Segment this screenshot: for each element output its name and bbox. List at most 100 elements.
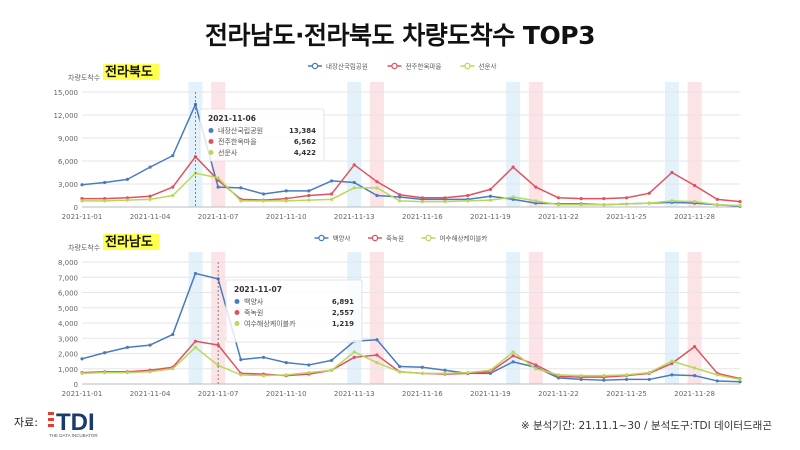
data-point — [375, 180, 379, 184]
data-point — [738, 380, 742, 384]
data-point — [511, 360, 515, 364]
data-point — [307, 193, 311, 198]
x-tick-label: 2021-11-13 — [334, 390, 375, 398]
data-point — [670, 170, 674, 175]
data-point — [80, 199, 84, 203]
data-point — [534, 367, 538, 371]
y-tick-label: 0 — [74, 204, 78, 212]
y-tick-label: 3,000 — [58, 335, 78, 343]
data-point — [148, 370, 152, 374]
data-point — [239, 373, 243, 377]
data-point — [193, 271, 198, 276]
data-point — [103, 196, 107, 201]
tooltip-box — [225, 279, 363, 343]
analysis-note: ※ 분석기간: 21.11.1~30 / 분석도구:TDI 데이터드래곤 — [520, 420, 772, 432]
legend-label: 전주한옥마을 — [406, 62, 442, 71]
x-tick-label: 2021-11-28 — [674, 390, 715, 398]
y-tick-label: 4,000 — [58, 320, 78, 328]
data-point — [738, 377, 742, 382]
data-point — [125, 370, 129, 375]
data-point — [193, 345, 198, 349]
data-point — [216, 363, 220, 368]
data-point — [171, 332, 175, 337]
x-tick-label: 2021-11-04 — [130, 390, 171, 398]
data-point — [329, 197, 334, 201]
data-point — [466, 370, 470, 375]
data-point — [488, 368, 493, 372]
data-point — [556, 196, 561, 200]
jeonbuk-chart: 0 3,000 6,000 9,000 12,000 15,000 2021-11-01 20… — [54, 62, 742, 221]
data-point — [261, 355, 266, 359]
data-point — [125, 177, 129, 181]
region-label: 전라북도 — [105, 64, 153, 80]
y-tick-label: 9,000 — [58, 135, 78, 143]
data-point — [511, 197, 515, 201]
data-point — [398, 195, 402, 199]
data-point — [488, 187, 493, 191]
data-point — [511, 350, 515, 354]
y-tick-label: 15,000 — [54, 89, 79, 97]
tooltip-series-name: 죽녹원 — [244, 308, 263, 317]
legend-label: 여수해상케이블카 — [440, 234, 488, 243]
data-point — [216, 343, 220, 347]
data-point — [466, 199, 470, 203]
data-point — [398, 193, 402, 197]
jeonnam-chart: 0 1,000 2,000 3,000 4,000 5,000 6,000 7,000 8,00… — [58, 234, 742, 398]
data-point — [148, 165, 152, 169]
weekend-band-saturday — [664, 252, 679, 384]
x-tick-label: 2021-11-10 — [266, 213, 307, 221]
data-point — [352, 180, 356, 185]
data-point — [307, 189, 311, 193]
y-tick-label: 6,000 — [58, 158, 78, 166]
data-point — [579, 374, 583, 378]
data-point — [352, 186, 356, 190]
data-point — [103, 351, 107, 355]
data-point — [307, 198, 311, 202]
x-tick-label: 2021-11-01 — [62, 390, 103, 398]
series-line — [82, 155, 741, 203]
data-point — [193, 339, 198, 343]
tooltip-date: 2021-11-06 — [208, 114, 256, 123]
x-tick-label: 2021-11-10 — [266, 390, 307, 398]
data-point — [375, 338, 379, 342]
data-point — [511, 165, 515, 169]
data-point — [216, 185, 220, 189]
data-point — [148, 197, 152, 201]
data-point — [624, 196, 629, 200]
data-point — [670, 359, 674, 363]
y-tick-label: 1,000 — [58, 366, 78, 374]
x-tick-label: 2021-11-19 — [470, 213, 511, 221]
x-tick-label: 2021-11-16 — [402, 213, 443, 221]
weekend-band-saturday — [188, 252, 203, 384]
data-point — [125, 345, 129, 349]
y-tick-label: 0 — [74, 381, 78, 389]
data-point — [284, 361, 288, 365]
data-point — [307, 363, 311, 367]
tooltip-series-name: 백양사 — [244, 297, 264, 306]
tdi-logo: TDI THE DATA INCUBATOR — [48, 409, 98, 438]
tooltip-value: 1,219 — [332, 320, 354, 328]
data-point — [375, 361, 379, 365]
y-tick-label: 6,000 — [58, 290, 78, 298]
data-point — [624, 377, 629, 382]
page-title: 전라남도·전라북도 차량도착수 TOP3 — [205, 21, 595, 50]
data-point — [125, 196, 129, 200]
data-point — [261, 192, 266, 196]
data-point — [398, 364, 402, 369]
data-point — [443, 368, 447, 372]
legend-label: 선운사 — [479, 62, 497, 71]
tooltip-marker — [208, 150, 214, 155]
weekend-band-sunday — [687, 82, 702, 207]
data-point — [398, 370, 402, 374]
data-point — [375, 193, 379, 198]
data-point — [239, 358, 243, 362]
data-point — [420, 200, 424, 204]
data-point — [398, 199, 402, 203]
data-point — [534, 201, 538, 205]
data-point — [647, 377, 651, 382]
x-tick-label: 2021-11-01 — [62, 213, 103, 221]
source-label: 자료: — [14, 416, 38, 429]
data-point — [579, 203, 583, 207]
x-tick-label: 2021-11-13 — [334, 213, 375, 221]
data-point — [375, 186, 379, 190]
